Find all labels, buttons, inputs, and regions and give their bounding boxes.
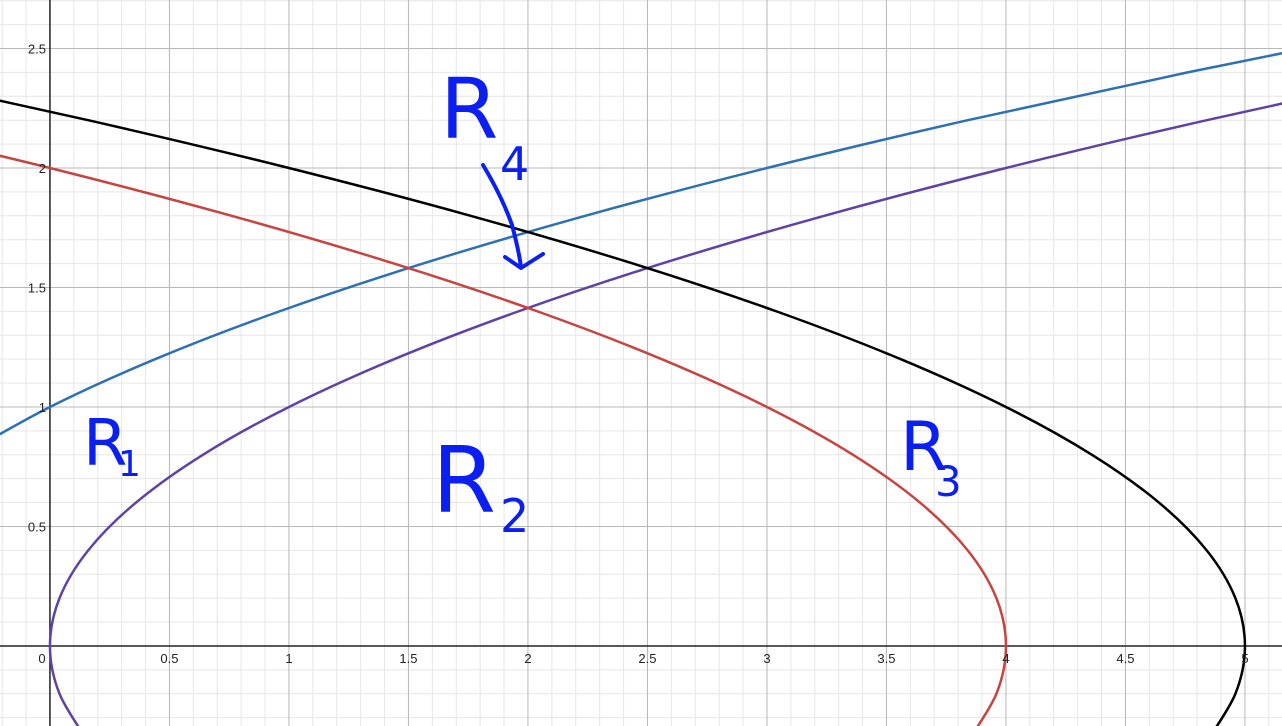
annotation: R xyxy=(900,408,947,487)
annotation-subscript: 3 xyxy=(935,457,962,506)
y-tick-label: 2 xyxy=(39,161,46,176)
x-tick-label: 0 xyxy=(38,651,45,666)
x-tick-label: 0.5 xyxy=(160,651,178,666)
x-tick-label: 3 xyxy=(763,651,770,666)
annotation-subscript: 4 xyxy=(500,137,529,191)
x-tick-label: 3.5 xyxy=(877,651,895,666)
curves xyxy=(0,51,1282,726)
x-tick-label: 5 xyxy=(1241,651,1248,666)
y-tick-label: 2.5 xyxy=(28,42,46,57)
curve xyxy=(48,102,1282,726)
annotation: R xyxy=(432,427,496,534)
curve xyxy=(0,154,1008,726)
x-tick-label: 2.5 xyxy=(638,651,656,666)
y-tick-label: 1.5 xyxy=(28,280,46,295)
x-tick-label: 4.5 xyxy=(1116,651,1134,666)
hand-arrow xyxy=(481,163,545,270)
annotation-subscript: 1 xyxy=(118,444,141,485)
curve xyxy=(0,51,1282,436)
y-tick-label: 1 xyxy=(39,400,46,415)
curve xyxy=(0,99,1247,726)
annotation: R xyxy=(83,407,127,481)
x-tick-label: 1 xyxy=(285,651,292,666)
annotation: R xyxy=(440,60,498,158)
y-tick-label: 0.5 xyxy=(28,519,46,534)
annotation-subscript: 2 xyxy=(500,489,529,543)
x-tick-label: 2 xyxy=(524,651,531,666)
x-tick-label: 1.5 xyxy=(399,651,417,666)
x-tick-label: 4 xyxy=(1002,651,1009,666)
labels: 0 0.5 1 1.5 2 2.5 3 3.5 4 4.5 5 0.5 1 1.5 2 2.5 xyxy=(28,42,1249,666)
